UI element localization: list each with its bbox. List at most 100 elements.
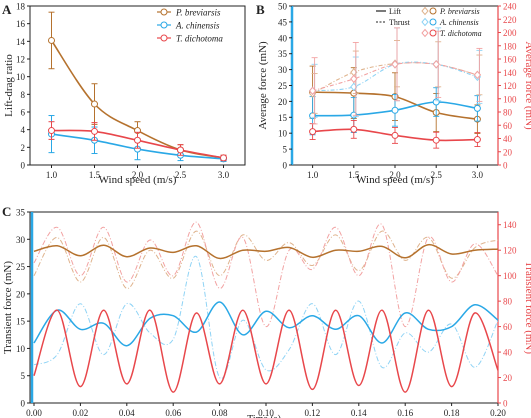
y-right-tick-label: 0: [503, 399, 508, 409]
y-tick-label: 0: [283, 161, 288, 171]
y-right-tick-label: 40: [503, 348, 513, 358]
panel-c-frame: [29, 211, 499, 404]
x-tick-label: 0.18: [444, 408, 460, 418]
y-axis-label: Average force (mN): [257, 41, 269, 130]
y-tick-label: 50: [278, 2, 288, 12]
y-tick-label: 8: [21, 90, 26, 100]
legend-label: P. breviarsis: [175, 8, 221, 18]
panel-letter: B: [256, 2, 265, 17]
x-tick-label: 2.5: [431, 170, 443, 180]
data-point: [432, 136, 440, 144]
thrust-line: [33, 230, 499, 289]
thrust-line: [33, 256, 499, 380]
legend-label: Thrust: [389, 18, 411, 27]
data-point: [177, 146, 184, 154]
y-right-tick-label: 20: [503, 373, 513, 383]
data-point: [160, 21, 168, 29]
y-tick-label: 30: [16, 235, 26, 245]
y-tick-label: 25: [16, 262, 26, 272]
thrust-line: [33, 221, 499, 328]
y-tick-label: 10: [16, 344, 26, 354]
thrust-line: [312, 62, 478, 92]
y-tick-label: 6: [21, 108, 26, 118]
y-tick-label: 4: [21, 125, 26, 135]
x-tick-label: 1.5: [89, 170, 101, 180]
y-right-tick-label: 60: [503, 322, 513, 332]
data-point: [473, 136, 481, 144]
y-axis-label: Transient force (mN): [2, 261, 14, 354]
y-right-tick-label: 140: [503, 68, 517, 78]
data-point: [391, 106, 399, 114]
lift-line: [33, 301, 499, 347]
data-point: [432, 60, 440, 69]
x-tick-label: 2.5: [175, 170, 187, 180]
data-point: [473, 70, 482, 80]
x-tick-label: 0.16: [397, 408, 413, 418]
data-point: [350, 125, 358, 133]
x-tick-label: 0.12: [305, 408, 321, 418]
y-tick-label: 20: [16, 289, 26, 299]
data-point: [473, 104, 481, 112]
y-right-tick-label: 120: [503, 246, 517, 256]
y-right-tick-label: 240: [503, 2, 517, 12]
y-right-tick-label: 220: [503, 15, 517, 25]
lift-line: [33, 309, 499, 393]
data-point: [48, 36, 55, 44]
x-axis-label: Wind speed (m/s): [356, 174, 434, 186]
y-tick-label: 10: [278, 129, 288, 139]
y-tick-label: 5: [283, 145, 288, 155]
y-right-tick-label: 120: [503, 81, 517, 91]
lift-line: [33, 243, 499, 260]
y-right-axis-label: Average force (mN): [523, 41, 531, 130]
y-tick-label: 2: [21, 143, 26, 153]
x-tick-label: 1.5: [348, 170, 360, 180]
x-tick-label: 2.0: [389, 170, 401, 180]
panel-letter: C: [2, 204, 11, 219]
y-right-tick-label: 40: [503, 134, 513, 144]
x-tick-label: 0.00: [26, 408, 42, 418]
y-right-tick-label: 80: [503, 297, 513, 307]
y-tick-label: 0: [21, 161, 26, 171]
x-tick-label: 3.0: [218, 170, 230, 180]
data-point: [429, 29, 437, 37]
y-tick-label: 15: [278, 113, 288, 123]
x-tick-label: 0.06: [165, 408, 181, 418]
x-tick-label: 0.04: [119, 408, 135, 418]
data-point: [421, 28, 429, 38]
y-tick-label: 35: [16, 208, 26, 218]
data-point: [48, 127, 55, 135]
data-point: [309, 128, 317, 136]
panel-letter: A: [2, 2, 12, 17]
y-right-tick-label: 20: [503, 147, 513, 157]
legend-label: A. chinensis: [175, 21, 220, 31]
legend-label: T. dichotoma: [176, 34, 223, 44]
data-point: [350, 74, 358, 84]
thrust-line: [312, 61, 478, 92]
y-right-tick-label: 60: [503, 121, 513, 131]
y-right-tick-label: 200: [503, 28, 517, 38]
y-right-axis-label: Transient force (mN): [523, 261, 531, 354]
x-axis-label: Time (s): [247, 414, 281, 418]
data-point: [160, 34, 168, 42]
y-right-tick-label: 0: [503, 161, 508, 171]
y-right-tick-label: 100: [503, 271, 517, 281]
y-tick-label: 5: [21, 371, 26, 381]
legend-label: A. chinensis: [439, 18, 479, 27]
y-tick-label: 10: [16, 72, 26, 82]
x-axis-label: Wind speed (m/s): [99, 174, 177, 186]
legend-label: T. dichotoma: [440, 29, 482, 38]
y-axis-label: Lift-drag ratio: [3, 54, 15, 117]
y-tick-label: 40: [278, 33, 288, 43]
x-tick-label: 2.0: [132, 170, 144, 180]
x-tick-label: 0.20: [490, 408, 506, 418]
y-tick-label: 0: [21, 399, 26, 409]
data-point: [391, 131, 399, 139]
data-point: [220, 154, 227, 162]
y-tick-label: 16: [16, 19, 26, 29]
x-tick-label: 0.02: [73, 408, 89, 418]
x-tick-label: 0.08: [212, 408, 228, 418]
data-point: [91, 100, 98, 108]
y-tick-label: 45: [278, 17, 288, 27]
y-tick-label: 25: [278, 81, 288, 91]
